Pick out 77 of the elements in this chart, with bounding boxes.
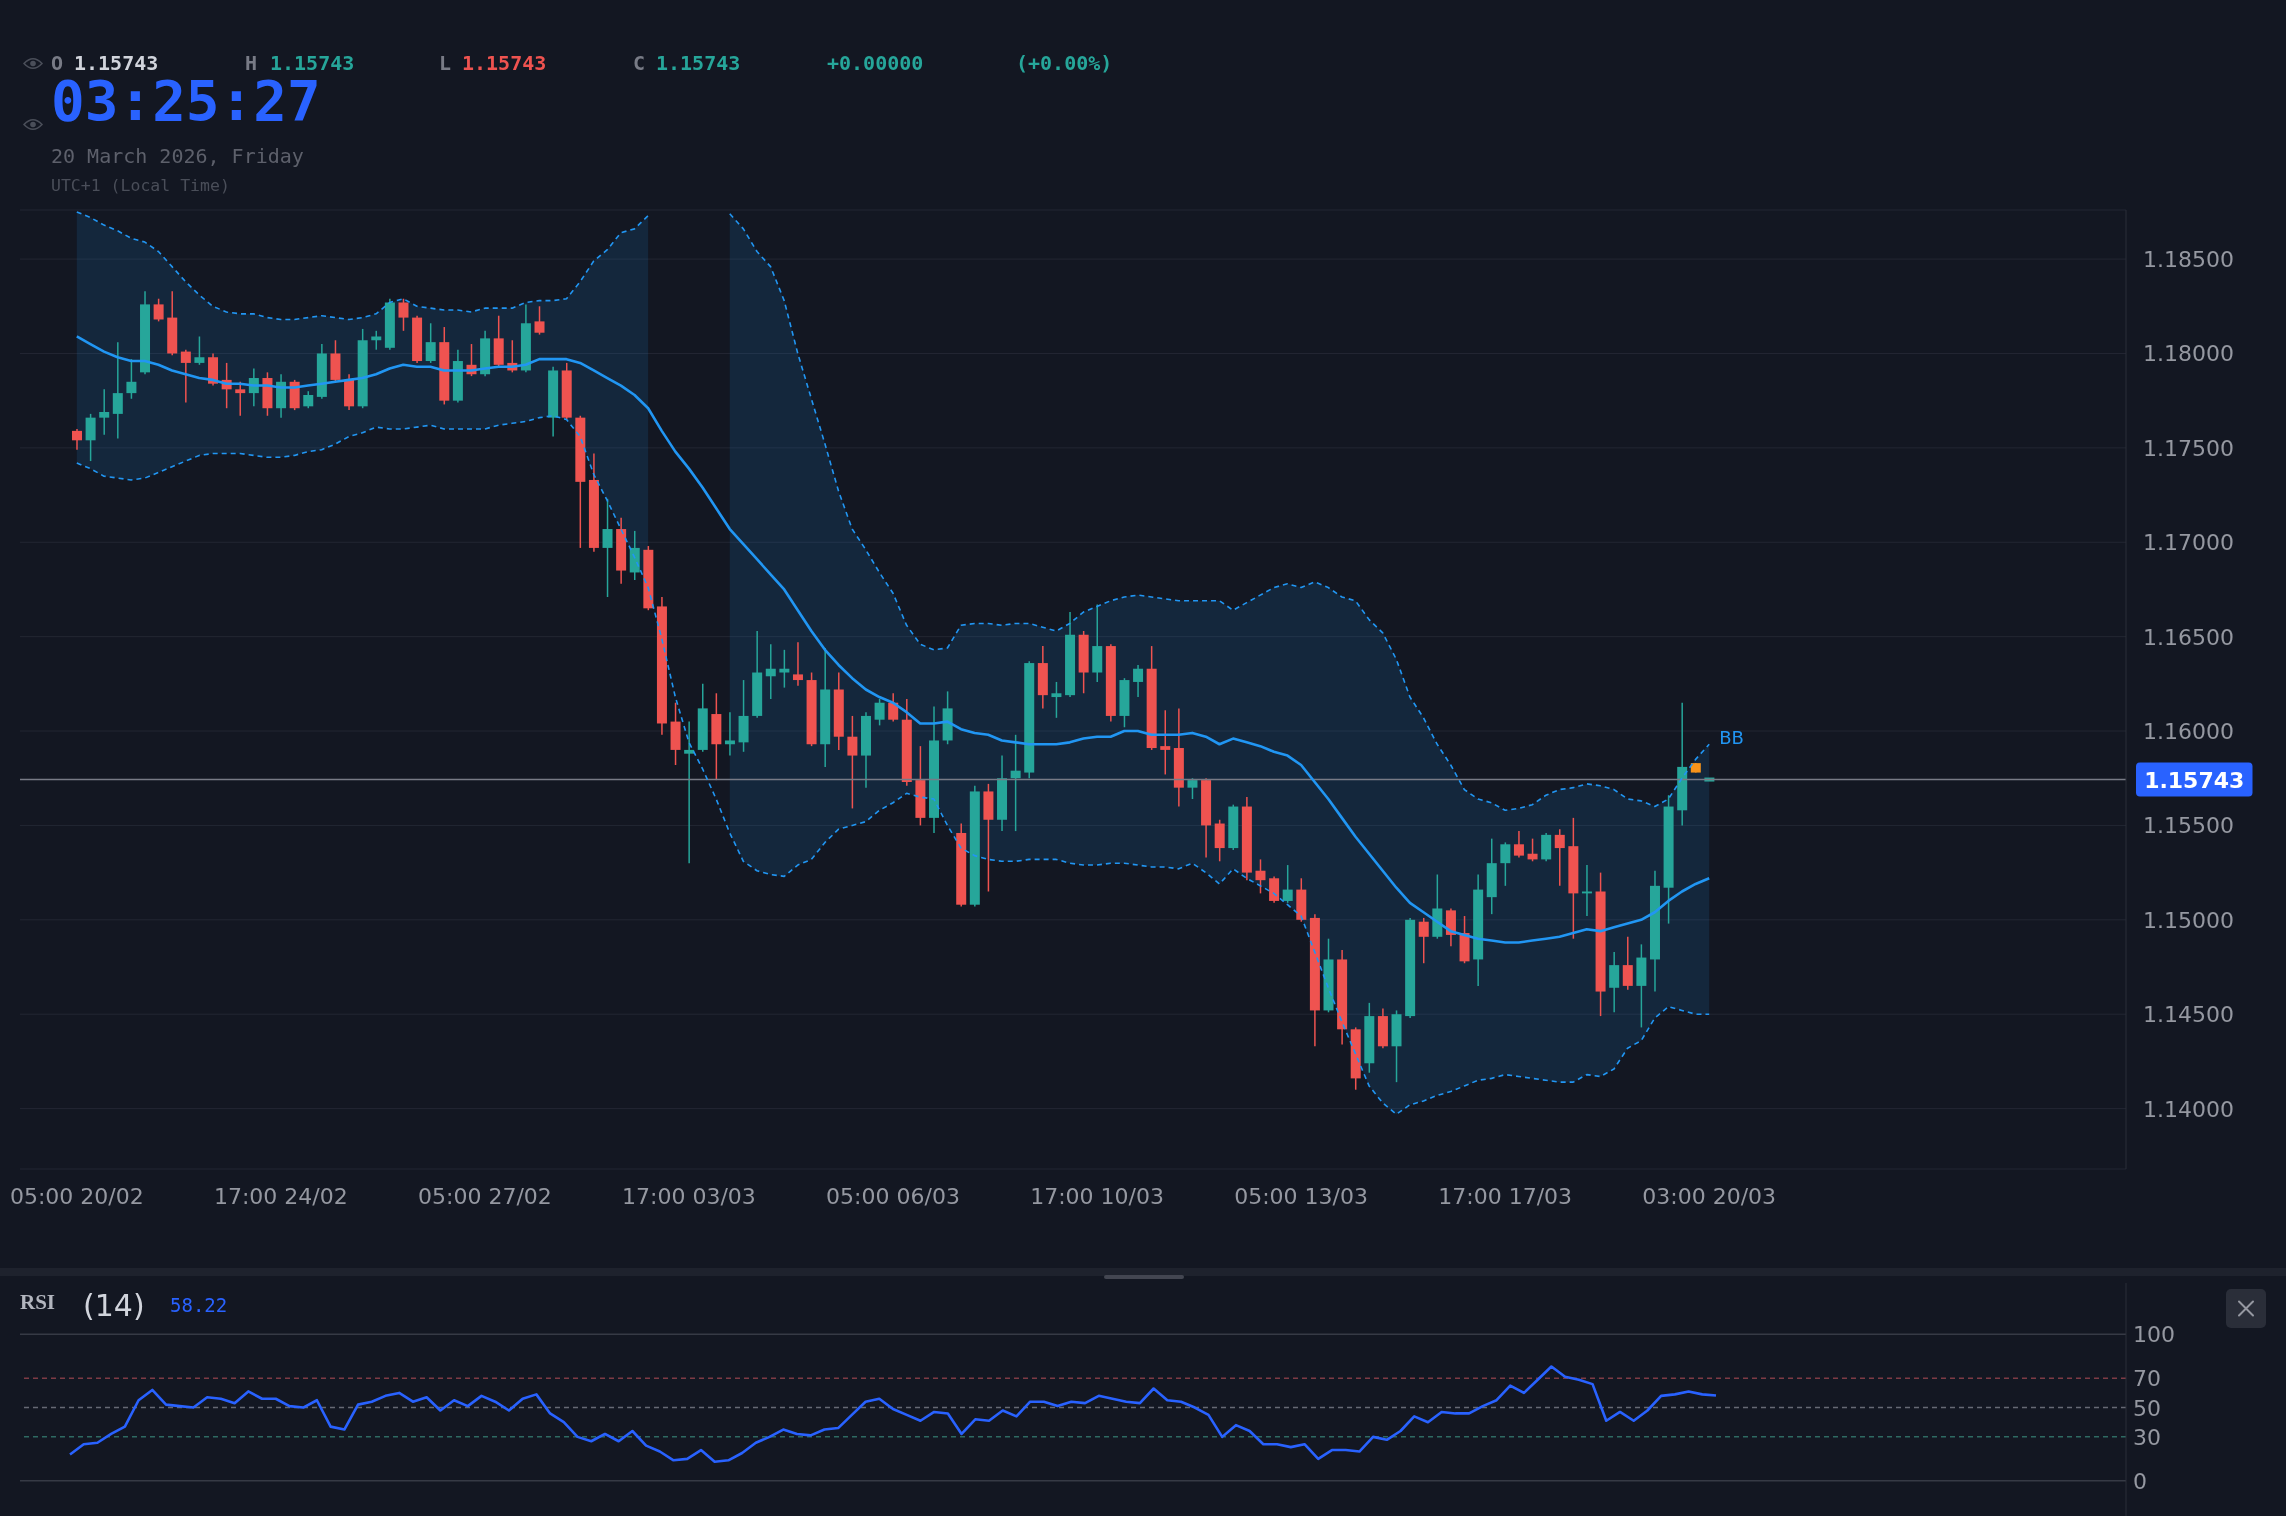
candlestick bbox=[888, 692, 899, 723]
candlestick bbox=[1282, 864, 1293, 904]
line-series bbox=[76, 414, 1710, 1116]
candlestick bbox=[684, 720, 695, 864]
candlestick bbox=[99, 388, 110, 436]
x-tick-label: 05:00 20/02 bbox=[9, 1183, 144, 1209]
candlestick bbox=[371, 330, 382, 351]
candlestick bbox=[1513, 830, 1524, 859]
x-tick-label: 03:00 20/03 bbox=[1642, 1183, 1777, 1209]
candlestick bbox=[1133, 664, 1144, 698]
y-tick-label: 1.16000 bbox=[2143, 718, 2234, 744]
candlestick bbox=[874, 698, 885, 727]
text: +0.00000 bbox=[827, 50, 924, 75]
y-tick-label: 1.17000 bbox=[2143, 529, 2234, 555]
y-tick-label: 1.18000 bbox=[2143, 340, 2234, 366]
candlestick bbox=[1581, 864, 1592, 917]
candlestick bbox=[534, 305, 545, 336]
text: 1.15743 bbox=[270, 50, 355, 75]
y-tick-label: 30 bbox=[2133, 1424, 2161, 1450]
candlestick bbox=[180, 348, 191, 404]
x-tick-label: 17:00 17/03 bbox=[1438, 1183, 1573, 1209]
x-tick-label: 17:00 10/03 bbox=[1030, 1183, 1164, 1209]
text: 1.15743 bbox=[656, 50, 741, 75]
text: (+0.00%) bbox=[1016, 50, 1113, 75]
candlestick bbox=[1255, 858, 1266, 895]
candlestick bbox=[765, 643, 776, 700]
candlestick bbox=[1187, 777, 1198, 800]
y-tick-label: 1.18500 bbox=[2143, 246, 2234, 272]
text: 1.15743 bbox=[462, 50, 547, 75]
candlestick bbox=[126, 358, 137, 400]
candlestick bbox=[1269, 875, 1280, 904]
text: C bbox=[633, 50, 646, 75]
text: BB bbox=[1719, 726, 1744, 748]
x-tick-label: 05:00 27/02 bbox=[418, 1183, 552, 1209]
y-tick-label: 70 bbox=[2133, 1365, 2161, 1391]
x-tick-label: 05:00 13/03 bbox=[1234, 1183, 1368, 1209]
text: 1.15743 bbox=[74, 50, 159, 75]
candlestick bbox=[1051, 681, 1062, 719]
text: 20 March 2026, Friday bbox=[51, 143, 304, 168]
candlestick bbox=[1500, 841, 1511, 887]
candlestick bbox=[847, 715, 858, 810]
candlestick bbox=[779, 649, 790, 689]
y-tick-label: 1.16500 bbox=[2143, 624, 2234, 650]
line-series bbox=[68, 1365, 1718, 1464]
candlestick bbox=[1160, 709, 1171, 776]
y-tick-label: 50 bbox=[2133, 1395, 2161, 1421]
candlestick bbox=[425, 322, 436, 364]
y-tick-label: 0 bbox=[2133, 1468, 2147, 1494]
text: L bbox=[439, 50, 452, 75]
candlestick bbox=[724, 711, 735, 757]
candlestick bbox=[1010, 734, 1021, 832]
candlestick bbox=[792, 641, 803, 687]
candlestick bbox=[398, 297, 409, 332]
x-tick-label: 17:00 24/02 bbox=[213, 1183, 348, 1209]
text: H bbox=[245, 50, 258, 75]
candlestick bbox=[1418, 917, 1429, 964]
candlestick bbox=[194, 335, 205, 366]
candlestick bbox=[153, 297, 164, 323]
y-tick-label: 1.17500 bbox=[2143, 435, 2234, 461]
candlestick bbox=[1622, 936, 1633, 991]
candlestick bbox=[72, 428, 82, 451]
y-tick-label: 1.15000 bbox=[2143, 907, 2234, 933]
y-tick-label: 1.14500 bbox=[2143, 1001, 2234, 1027]
x-tick-label: 17:00 03/03 bbox=[622, 1183, 756, 1209]
chart-subtitle: (14) bbox=[83, 1287, 145, 1324]
y-tick-label: 1.15500 bbox=[2143, 812, 2234, 838]
candlestick bbox=[112, 341, 123, 440]
y-tick-label: 1.14000 bbox=[2143, 1096, 2234, 1122]
line-series bbox=[75, 335, 1711, 944]
chart-title: RSI bbox=[20, 1289, 56, 1315]
x-tick-label: 05:00 06/03 bbox=[826, 1183, 960, 1209]
annotation: 58.22 bbox=[170, 1294, 228, 1317]
candlestick bbox=[1554, 828, 1565, 887]
y-tick-label: 100 bbox=[2133, 1321, 2175, 1347]
candlestick bbox=[1609, 951, 1620, 1014]
ref-line-label: 1.15743 bbox=[2144, 767, 2245, 793]
candlestick bbox=[85, 413, 96, 462]
